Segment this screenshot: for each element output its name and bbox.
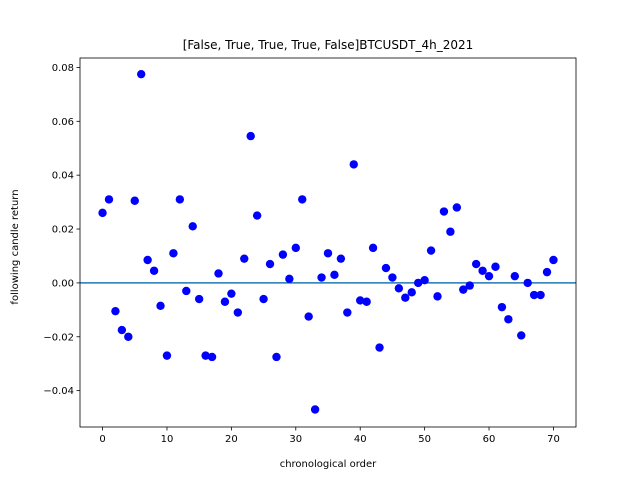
data-point [446,227,455,236]
data-point [426,246,436,255]
data-point [291,243,300,253]
data-point [439,207,449,216]
data-point [523,278,532,288]
y-tick-label: 0.06 [52,117,74,128]
data-point [285,274,294,284]
x-tick-label: 50 [418,434,431,445]
data-point [278,250,288,259]
data-point [130,196,139,205]
data-point [246,131,255,141]
y-tick-label: −0.02 [43,332,74,343]
data-point [298,195,307,204]
data-point [362,297,371,306]
data-point [182,286,191,296]
data-point [529,290,539,300]
data-point [304,312,313,321]
data-point [98,208,107,218]
data-point [323,249,333,258]
data-point [375,343,384,352]
data-point [394,284,404,293]
data-point [259,294,268,304]
data-point [433,292,442,301]
data-point [542,267,552,277]
x-tick-label: 30 [289,434,302,445]
data-point [169,249,178,258]
data-point [356,296,365,305]
y-axis-label: following candle return [10,189,21,304]
data-point [136,69,146,79]
chart-title: [False, True, True, True, False]BTCUSDT_… [183,38,474,52]
data-point [381,263,391,273]
data-point [111,306,120,316]
data-point [484,271,494,281]
y-tick-label: 0.02 [52,225,74,236]
data-point [156,301,165,310]
data-point [407,288,416,297]
x-tick-label: 20 [225,434,238,445]
data-point [104,195,114,204]
data-point [227,289,236,298]
data-point [162,351,172,360]
x-tick-label: 40 [354,434,367,445]
data-point [194,294,204,304]
data-point [330,270,339,280]
data-point [510,271,520,281]
data-point [465,281,474,290]
data-point [188,222,197,231]
data-point [343,308,352,317]
data-point [471,259,481,269]
x-tick-label: 0 [99,434,105,445]
data-point [252,211,262,220]
data-point [459,285,468,294]
data-point [401,293,410,302]
data-point [491,262,500,271]
data-point [368,243,378,253]
data-point [549,255,558,265]
data-point [497,302,507,312]
data-point [504,315,513,324]
data-point [452,203,462,212]
data-point [149,266,159,275]
x-tick-label: 10 [161,434,174,445]
x-tick-label: 60 [483,434,496,445]
data-point [536,290,545,300]
data-point [388,273,397,282]
data-point [517,331,526,340]
data-point [478,266,487,275]
data-point [272,352,281,362]
data-point [349,160,358,169]
data-point [233,308,243,317]
data-point [207,352,217,362]
data-point [143,255,152,265]
data-point [214,269,223,278]
data-point [336,254,346,263]
plot-area: 0 10 20 30 40 50 60 70 −0.04 −0.02 0.00 0.02 0.04 0.0… [43,57,577,445]
data-point [175,195,185,204]
y-tick-label: −0.04 [43,386,74,397]
x-tick-label: 70 [547,434,560,445]
data-point [413,278,423,288]
data-point [317,273,326,282]
y-tick-label: 0.04 [52,171,74,182]
plot-frame [79,57,577,428]
data-point [124,332,133,341]
y-tick-label: 0.00 [52,278,74,289]
x-axis-label: chronological order [280,459,377,470]
data-point [420,276,429,285]
y-tick-label: 0.08 [52,63,74,74]
data-point [117,325,127,335]
data-point [265,259,275,269]
data-point [201,351,210,360]
data-point [220,297,230,306]
data-point [240,254,249,263]
data-point [310,405,320,414]
